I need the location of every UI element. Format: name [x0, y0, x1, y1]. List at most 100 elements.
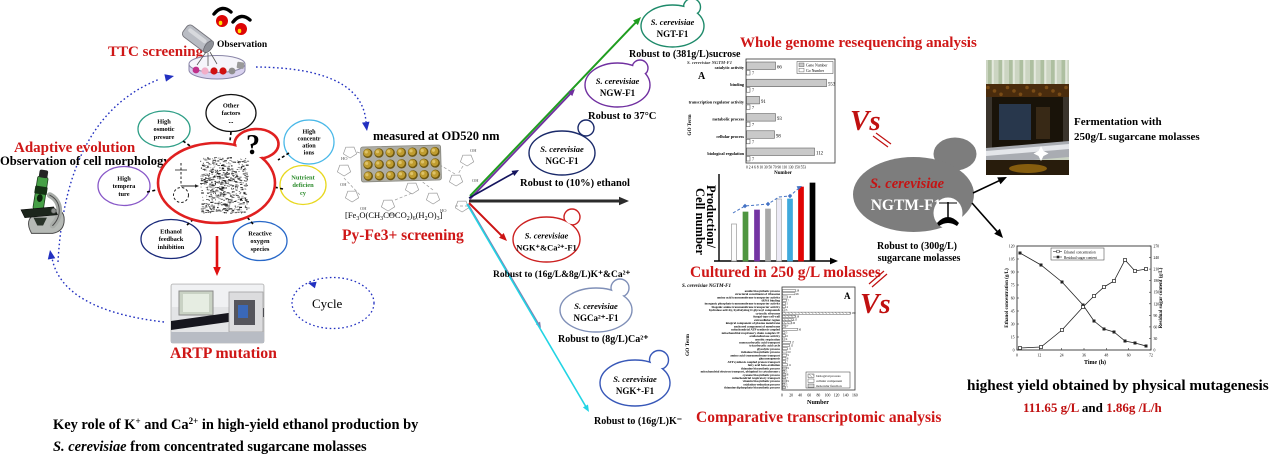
svg-text:7: 7 — [787, 325, 789, 328]
svg-text:Residual sugar content (g/L): Residual sugar content (g/L) — [1159, 267, 1164, 328]
svg-text:15: 15 — [791, 345, 794, 348]
svg-text:OH: OH — [472, 178, 479, 183]
svg-text:NGK⁺&Ca²⁺-F1: NGK⁺&Ca²⁺-F1 — [516, 243, 577, 253]
svg-text:5: 5 — [786, 332, 788, 335]
svg-text:93: 93 — [777, 117, 782, 122]
svg-text:7: 7 — [752, 71, 754, 76]
svg-text:cellular component: cellular component — [816, 379, 842, 383]
svg-text:mitochondrial ATP synthesis co: mitochondrial ATP synthesis coupled — [731, 328, 780, 332]
svg-text:Nutrient: Nutrient — [291, 175, 315, 182]
svg-text:30: 30 — [1154, 337, 1158, 341]
svg-text:presure: presure — [154, 134, 175, 141]
svg-text:hydrolase activity, hydrolyzin: hydrolase activity, hydrolyzing O-glycos… — [709, 308, 781, 312]
svg-text:NGK⁺-F1: NGK⁺-F1 — [616, 386, 655, 396]
svg-text:120: 120 — [1154, 302, 1160, 306]
svg-text:NGW-F1: NGW-F1 — [600, 88, 636, 98]
svg-text:A: A — [844, 291, 851, 301]
svg-text:biological process: biological process — [816, 374, 841, 378]
svg-text:80: 80 — [817, 394, 821, 398]
svg-text:Robust to (381g/L)sucrose: Robust to (381g/L)sucrose — [629, 49, 741, 60]
svg-text:250g/L sugarcane molasses: 250g/L sugarcane molasses — [1074, 131, 1200, 143]
svg-text:7: 7 — [787, 387, 789, 390]
svg-text:biogenic amine transmembrane t: biogenic amine transmembrane transporter… — [712, 305, 781, 309]
svg-text:26: 26 — [796, 293, 799, 296]
svg-text:4: 4 — [787, 306, 789, 309]
svg-text:100: 100 — [825, 394, 831, 398]
svg-text:Robust to (300g/L): Robust to (300g/L) — [877, 241, 957, 252]
svg-text:Production/: Production/ — [704, 185, 718, 248]
svg-text:ions: ions — [304, 150, 315, 157]
svg-text:Observation of cell morphology: Observation of cell morphology — [0, 154, 170, 168]
svg-text:Adaptive evolution: Adaptive evolution — [14, 140, 136, 156]
svg-text:9: 9 — [788, 354, 790, 357]
svg-text:osmotic: osmotic — [154, 126, 175, 133]
svg-text:0: 0 — [1016, 354, 1018, 358]
svg-text:28: 28 — [797, 315, 800, 318]
svg-text:?: ? — [246, 130, 260, 161]
svg-text:S. cerevisiae: S. cerevisiae — [574, 301, 618, 311]
svg-text:metabolic process: metabolic process — [712, 117, 744, 122]
svg-text:S. cerevisiae: S. cerevisiae — [596, 76, 640, 86]
svg-text:553: 553 — [828, 83, 836, 88]
svg-text:Cycle: Cycle — [312, 296, 343, 311]
svg-text:9: 9 — [788, 367, 790, 370]
svg-text:150: 150 — [1154, 291, 1160, 295]
svg-text:NGC-F1: NGC-F1 — [546, 156, 579, 166]
svg-text:S. cerevisiae: S. cerevisiae — [870, 176, 945, 192]
svg-text:OH: OH — [470, 148, 477, 153]
svg-text:mitochondrial respiratory chai: mitochondrial respiratory chain complex … — [722, 331, 781, 335]
svg-text:Cell number: Cell number — [693, 188, 707, 255]
svg-text:Cultured in 250 g/L molasses: Cultured in 250 g/L molasses — [690, 264, 881, 281]
svg-text:ture: ture — [118, 191, 129, 198]
svg-text:concentr: concentr — [297, 136, 320, 143]
svg-text:gluconeogenesis: gluconeogenesis — [759, 357, 781, 361]
svg-text:36: 36 — [1082, 354, 1086, 358]
svg-text:A: A — [698, 71, 706, 82]
svg-text:vitamin biosynthetic process: vitamin biosynthetic process — [743, 379, 781, 383]
svg-text:S. cerevisiae NGTM-F1: S. cerevisiae NGTM-F1 — [687, 60, 732, 65]
svg-text:S. cerevisiae: S. cerevisiae — [651, 17, 695, 27]
svg-text:Go Number: Go Number — [806, 69, 825, 73]
svg-text:60: 60 — [1011, 297, 1015, 301]
svg-text:Ethanol: Ethanol — [160, 229, 182, 236]
svg-text:75: 75 — [1011, 284, 1015, 288]
svg-text:amide biosynthetic process: amide biosynthetic process — [745, 289, 781, 293]
svg-text:tRNA binding: tRNA binding — [762, 298, 781, 302]
svg-text:TTC screening: TTC screening — [108, 44, 204, 60]
svg-text:5: 5 — [786, 370, 788, 373]
svg-text:7: 7 — [752, 122, 754, 127]
svg-text:molecular function: molecular function — [816, 384, 842, 388]
svg-text:150: 150 — [852, 312, 857, 315]
svg-text:thiamine diphosphate biosynthe: thiamine diphosphate biosynthetic proces… — [724, 386, 781, 390]
svg-text:210: 210 — [1154, 268, 1160, 272]
svg-text:112: 112 — [816, 152, 824, 157]
svg-text:mitochondrial respiratory tran: mitochondrial respiratory transport — [732, 376, 781, 380]
svg-text:...: ... — [229, 118, 234, 125]
svg-text:cyanate biosynthetic process: cyanate biosynthetic process — [743, 373, 781, 377]
svg-text:0: 0 — [1154, 349, 1156, 353]
svg-text:4: 4 — [786, 338, 788, 341]
svg-text:tempera: tempera — [113, 183, 137, 190]
svg-text:species: species — [251, 246, 270, 253]
svg-text:thiamine biosynthetic process: thiamine biosynthetic process — [741, 366, 781, 370]
svg-text:amino acid transmembrane trans: amino acid transmembrane transporter act… — [717, 295, 780, 299]
svg-text:120: 120 — [834, 394, 840, 398]
svg-text:Gene Number: Gene Number — [806, 64, 828, 68]
svg-text:fatty acid beta-oxidation: fatty acid beta-oxidation — [748, 363, 781, 367]
svg-text:60: 60 — [1127, 354, 1131, 358]
svg-text:7: 7 — [752, 88, 754, 93]
svg-text:glycolytic process: glycolytic process — [757, 347, 781, 351]
svg-text:30: 30 — [1011, 323, 1015, 327]
svg-text:NGCa²⁺-F1: NGCa²⁺-F1 — [574, 313, 619, 323]
svg-text:Other: Other — [223, 103, 239, 110]
svg-text:Ethanol concentration: Ethanol concentration — [1064, 251, 1096, 255]
svg-text:Ethanol concentration (g/L): Ethanol concentration (g/L) — [1005, 268, 1010, 328]
svg-text:oxygen: oxygen — [250, 238, 270, 245]
svg-text:OH: OH — [360, 206, 367, 211]
svg-text:Reactive: Reactive — [248, 231, 272, 238]
svg-text:Py-Fe3+ screening: Py-Fe3+ screening — [342, 227, 464, 244]
svg-text:High: High — [302, 129, 316, 136]
svg-text:S. cerevisiae NGTM-F1: S. cerevisiae NGTM-F1 — [682, 284, 731, 289]
svg-text:trehalose biosynthetic process: trehalose biosynthetic process — [741, 350, 781, 354]
svg-text:7: 7 — [752, 157, 754, 162]
